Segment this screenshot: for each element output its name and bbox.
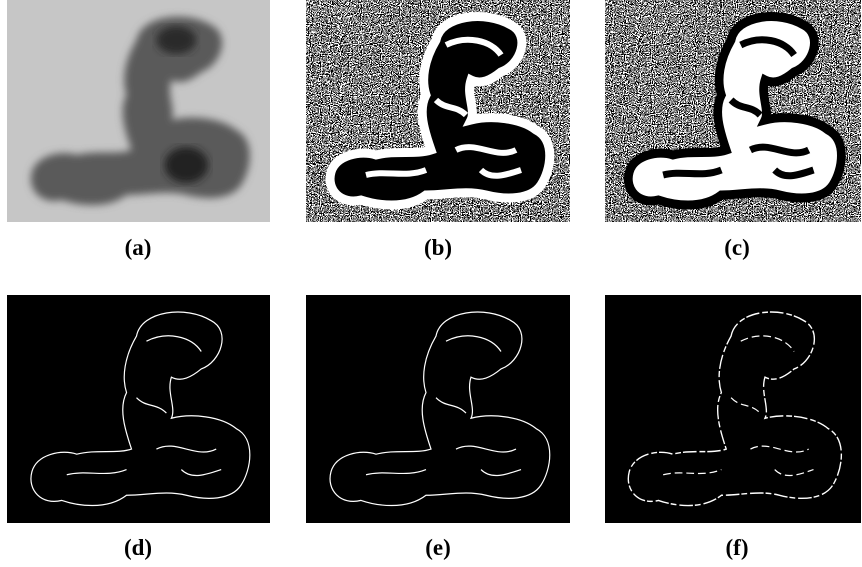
panel-image (306, 0, 570, 222)
panel-image (7, 295, 270, 523)
panel-caption: (f) (726, 535, 749, 560)
panel-caption: (a) (125, 235, 152, 260)
figure: (a) (b) (c) (d) (e) (f) (0, 0, 862, 567)
panel-image (605, 295, 861, 523)
panel-image (7, 0, 270, 222)
panel-image (605, 0, 861, 222)
panel-caption: (e) (425, 535, 451, 560)
panel-image (306, 295, 570, 523)
panel-caption: (c) (724, 235, 750, 260)
panel-caption: (d) (124, 535, 152, 560)
panel-caption: (b) (424, 235, 452, 260)
